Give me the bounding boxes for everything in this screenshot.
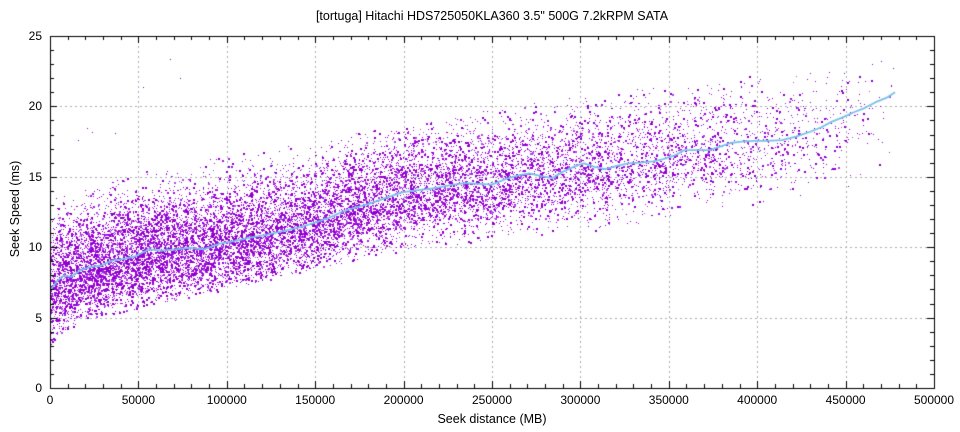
y-tick-label: 0 [35,381,42,395]
x-tick-label: 350000 [648,393,689,407]
x-tick-label: 250000 [471,393,513,407]
x-tick-label: 100000 [206,393,247,407]
x-tick-label: 150000 [295,393,336,407]
x-axis-label: Seek distance (MB) [437,412,547,426]
chart-title: [tortuga] Hitachi HDS725050KLA360 3.5" 5… [315,9,669,23]
y-tick-label: 5 [35,310,42,325]
y-tick-label: 20 [28,99,42,114]
x-tick-label: 50000 [121,393,156,407]
x-tick-label: 400000 [737,393,778,407]
x-tick-label: 300000 [560,393,601,407]
y-tick-label: 25 [28,29,42,43]
y-tick-label: 15 [28,169,42,184]
x-tick-label: 500000 [913,393,955,407]
x-tick-label: 0 [46,393,54,407]
x-tick-label: 200000 [383,393,424,407]
y-tick-label: 10 [28,240,42,255]
x-tick-label: 450000 [825,393,866,407]
y-axis-label: Seek Speed (ms) [8,160,22,258]
